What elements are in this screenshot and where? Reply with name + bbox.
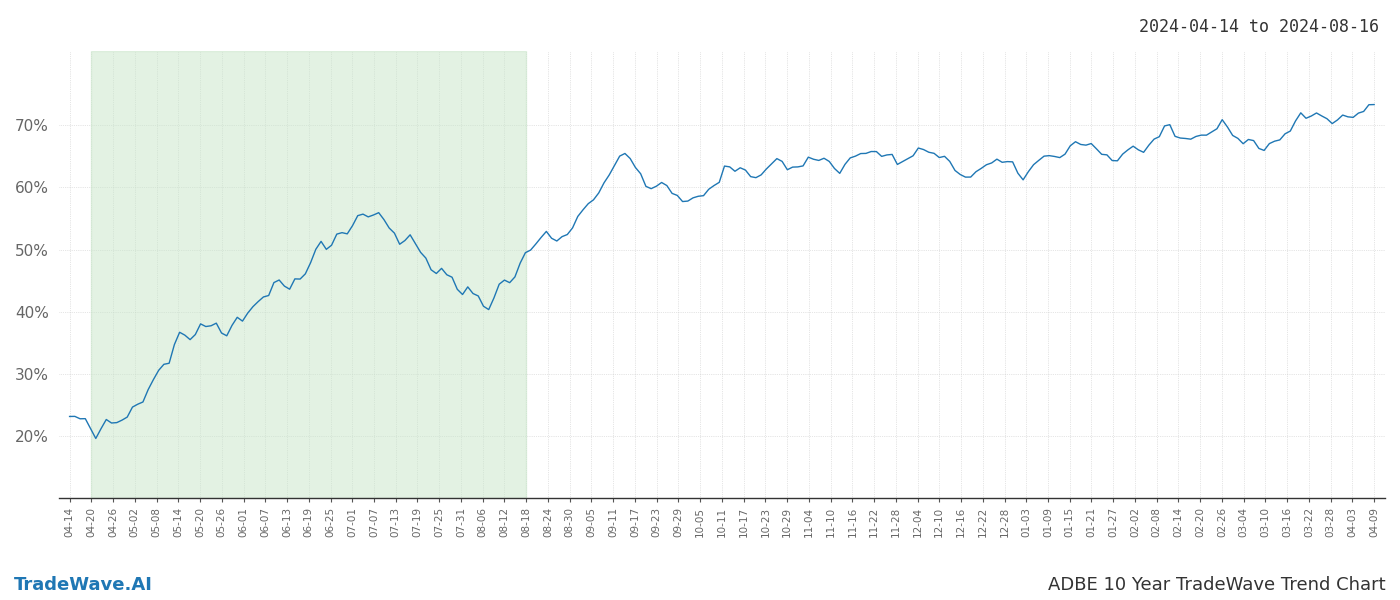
Bar <box>91 51 526 498</box>
Text: TradeWave.AI: TradeWave.AI <box>14 576 153 594</box>
Text: 2024-04-14 to 2024-08-16: 2024-04-14 to 2024-08-16 <box>1140 18 1379 36</box>
Text: ADBE 10 Year TradeWave Trend Chart: ADBE 10 Year TradeWave Trend Chart <box>1049 576 1386 594</box>
